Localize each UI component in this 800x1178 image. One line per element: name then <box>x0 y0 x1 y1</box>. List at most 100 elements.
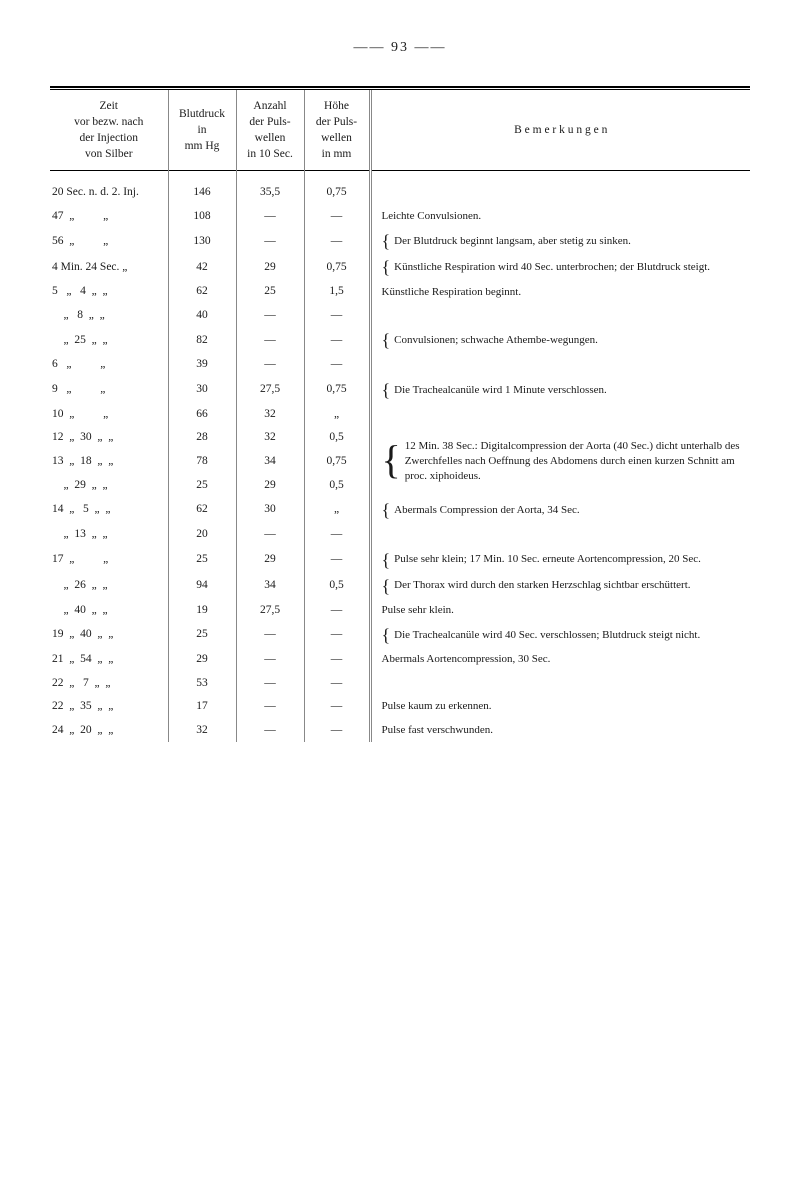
cell-bemerkungen: Pulse sehr klein. <box>370 599 750 623</box>
cell-anzahl: — <box>236 695 304 719</box>
table-row: 12 „ 30 „ „28320,5{12 Min. 38 Sec.: Digi… <box>50 426 750 450</box>
cell-anzahl: 25 <box>236 280 304 304</box>
brace-icon: { <box>382 448 401 476</box>
cell-anzahl: — <box>236 719 304 743</box>
cell-blutdruck: 78 <box>168 450 236 474</box>
cell-bemerkungen <box>370 304 750 328</box>
cell-anzahl: — <box>236 622 304 648</box>
bemerkung-text: Die Trachealcanüle wird 40 Sec. verschlo… <box>394 628 700 643</box>
cell-anzahl: — <box>236 304 304 328</box>
cell-blutdruck: 32 <box>168 719 236 743</box>
cell-zeit: 17 „ „ <box>50 547 168 573</box>
cell-blutdruck: 30 <box>168 377 236 403</box>
cell-zeit: „ 8 „ „ <box>50 304 168 328</box>
cell-anzahl: — <box>236 327 304 353</box>
cell-hohe: — <box>304 648 370 672</box>
cell-hohe: — <box>304 672 370 696</box>
cell-blutdruck: 62 <box>168 497 236 523</box>
bemerkung-text: Künstliche Respiration wird 40 Sec. unte… <box>394 260 710 275</box>
table-row: 24 „ 20 „ „32——Pulse fast verschwunden. <box>50 719 750 743</box>
cell-blutdruck: 20 <box>168 523 236 547</box>
table-body: 20 Sec. n. d. 2. Inj.14635,50,7547 „ „10… <box>50 171 750 742</box>
cell-hohe: — <box>304 327 370 353</box>
cell-bemerkungen: Leichte Convulsionen. <box>370 205 750 229</box>
cell-hohe: — <box>304 523 370 547</box>
table-row: 21 „ 54 „ „29——Abermals Aortencompressio… <box>50 648 750 672</box>
cell-zeit: 6 „ „ <box>50 353 168 377</box>
cell-zeit: „ 29 „ „ <box>50 474 168 498</box>
cell-blutdruck: 25 <box>168 547 236 573</box>
cell-anzahl: — <box>236 523 304 547</box>
cell-anzahl: 32 <box>236 403 304 427</box>
cell-zeit: 22 „ 35 „ „ <box>50 695 168 719</box>
cell-hohe: 0,5 <box>304 426 370 450</box>
table-row: 6 „ „39—— <box>50 353 750 377</box>
cell-blutdruck: 130 <box>168 228 236 254</box>
cell-blutdruck: 108 <box>168 205 236 229</box>
cell-hohe: „ <box>304 403 370 427</box>
cell-hohe: — <box>304 622 370 648</box>
cell-zeit: 21 „ 54 „ „ <box>50 648 168 672</box>
cell-bemerkungen <box>370 403 750 427</box>
cell-blutdruck: 19 <box>168 599 236 623</box>
header-row: Zeitvor bezw. nachder Injectionvon Silbe… <box>50 90 750 171</box>
header-anzahl: Anzahlder Puls-wellenin 10 Sec. <box>236 90 304 171</box>
cell-bemerkungen: {12 Min. 38 Sec.: Digitalcompression der… <box>370 426 750 497</box>
cell-bemerkungen <box>370 672 750 696</box>
cell-anzahl: — <box>236 353 304 377</box>
cell-hohe: — <box>304 228 370 254</box>
cell-blutdruck: 25 <box>168 474 236 498</box>
table-row: „ 26 „ „94340,5{Der Thorax wird durch de… <box>50 573 750 599</box>
cell-zeit: 13 „ 18 „ „ <box>50 450 168 474</box>
table-row: 14 „ 5 „ „6230„{Abermals Compression der… <box>50 497 750 523</box>
cell-zeit: 14 „ 5 „ „ <box>50 497 168 523</box>
cell-bemerkungen: {Die Trachealcanüle wird 1 Minute versch… <box>370 377 750 403</box>
cell-anzahl: 29 <box>236 547 304 573</box>
cell-blutdruck: 62 <box>168 280 236 304</box>
cell-hohe: — <box>304 719 370 743</box>
brace-icon: { <box>382 331 391 349</box>
cell-zeit: „ 25 „ „ <box>50 327 168 353</box>
cell-blutdruck: 53 <box>168 672 236 696</box>
cell-hohe: 0,75 <box>304 450 370 474</box>
cell-hohe: 0,75 <box>304 254 370 280</box>
cell-bemerkungen: Pulse kaum zu erkennen. <box>370 695 750 719</box>
brace-icon: { <box>382 501 391 519</box>
cell-anzahl: — <box>236 672 304 696</box>
cell-zeit: 12 „ 30 „ „ <box>50 426 168 450</box>
table-row: 5 „ 4 „ „62251,5Künstliche Respiration b… <box>50 280 750 304</box>
table-row: 9 „ „3027,50,75{Die Trachealcanüle wird … <box>50 377 750 403</box>
table-row: 47 „ „108——Leichte Convulsionen. <box>50 205 750 229</box>
cell-anzahl: 34 <box>236 450 304 474</box>
cell-zeit: „ 40 „ „ <box>50 599 168 623</box>
table-row: „ 40 „ „1927,5—Pulse sehr klein. <box>50 599 750 623</box>
table-row: 19 „ 40 „ „25——{Die Trachealcanüle wird … <box>50 622 750 648</box>
cell-hohe: „ <box>304 497 370 523</box>
page-number: 93 <box>50 40 750 56</box>
cell-hohe: 0,5 <box>304 474 370 498</box>
cell-blutdruck: 17 <box>168 695 236 719</box>
cell-hohe: — <box>304 353 370 377</box>
table-row: 10 „ „6632„ <box>50 403 750 427</box>
cell-bemerkungen: Pulse fast verschwunden. <box>370 719 750 743</box>
cell-zeit: 9 „ „ <box>50 377 168 403</box>
cell-hohe: — <box>304 599 370 623</box>
cell-zeit: 19 „ 40 „ „ <box>50 622 168 648</box>
bemerkung-text: Abermals Compression der Aorta, 34 Sec. <box>394 503 579 518</box>
brace-icon: { <box>382 577 391 595</box>
cell-zeit: 4 Min. 24 Sec. „ <box>50 254 168 280</box>
cell-anzahl: — <box>236 205 304 229</box>
cell-bemerkungen: Abermals Aortencompression, 30 Sec. <box>370 648 750 672</box>
cell-bemerkungen: {Pulse sehr klein; 17 Min. 10 Sec. erneu… <box>370 547 750 573</box>
table-row: „ 8 „ „40—— <box>50 304 750 328</box>
cell-anzahl: — <box>236 228 304 254</box>
brace-icon: { <box>382 232 391 250</box>
table-row: 22 „ 7 „ „53—— <box>50 672 750 696</box>
cell-hohe: — <box>304 695 370 719</box>
brace-icon: { <box>382 551 391 569</box>
cell-zeit: 20 Sec. n. d. 2. Inj. <box>50 171 168 205</box>
cell-bemerkungen: {Die Trachealcanüle wird 40 Sec. verschl… <box>370 622 750 648</box>
cell-hohe: — <box>304 304 370 328</box>
cell-bemerkungen: {Abermals Compression der Aorta, 34 Sec. <box>370 497 750 523</box>
cell-bemerkungen: {Der Thorax wird durch den starken Herzs… <box>370 573 750 599</box>
